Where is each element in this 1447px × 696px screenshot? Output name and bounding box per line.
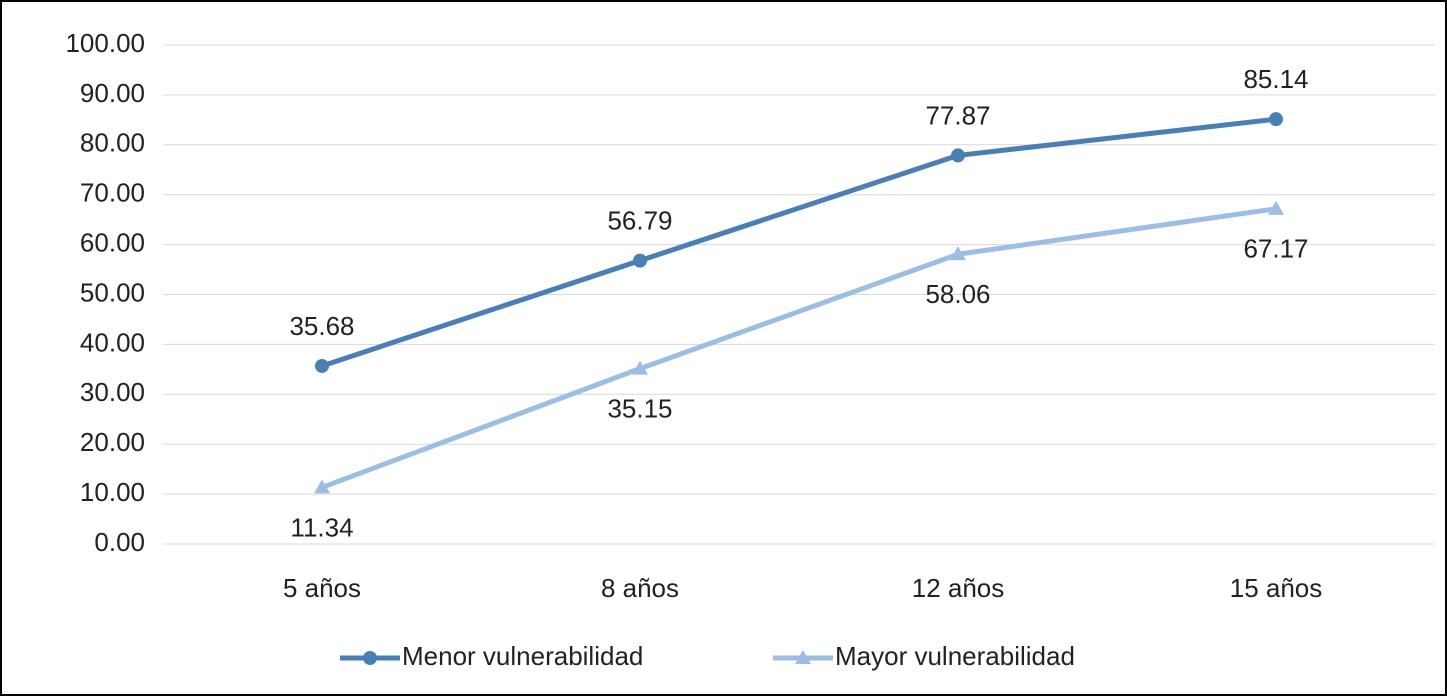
y-tick-label: 0.00 <box>94 527 145 557</box>
y-tick-label: 10.00 <box>80 477 145 507</box>
x-tick-label: 5 años <box>283 573 361 603</box>
y-tick-label: 20.00 <box>80 427 145 457</box>
data-label: 85.14 <box>1243 64 1308 94</box>
marker <box>315 358 329 373</box>
marker <box>314 479 330 494</box>
data-label: 67.17 <box>1243 234 1308 264</box>
y-tick-label: 50.00 <box>80 277 145 307</box>
y-tick-label: 80.00 <box>80 128 145 158</box>
legend-label: Mayor vulnerabilidad <box>835 641 1075 671</box>
data-label: 56.79 <box>607 205 672 235</box>
marker <box>632 360 648 375</box>
data-label: 77.87 <box>925 100 990 130</box>
data-label: 58.06 <box>925 279 990 309</box>
y-tick-label: 60.00 <box>80 227 145 257</box>
y-tick-label: 40.00 <box>80 327 145 357</box>
marker <box>950 246 966 261</box>
data-label: 35.15 <box>607 393 672 423</box>
data-label: 35.68 <box>289 311 354 341</box>
marker <box>1269 112 1283 127</box>
marker <box>633 253 647 268</box>
x-tick-label: 15 años <box>1230 573 1323 603</box>
y-tick-label: 70.00 <box>80 178 145 208</box>
data-label: 11.34 <box>290 512 353 542</box>
y-tick-label: 100.00 <box>65 28 145 58</box>
marker <box>951 148 965 163</box>
legend-marker <box>363 651 377 665</box>
legend-label: Menor vulnerabilidad <box>402 641 643 671</box>
line <box>321 206 1277 490</box>
x-tick-label: 8 años <box>601 573 679 603</box>
x-tick-label: 12 años <box>912 573 1005 603</box>
line <box>321 116 1277 369</box>
y-tick-label: 90.00 <box>80 78 145 108</box>
y-tick-label: 30.00 <box>80 377 145 407</box>
marker <box>1268 200 1284 215</box>
legend-marker <box>795 650 811 664</box>
